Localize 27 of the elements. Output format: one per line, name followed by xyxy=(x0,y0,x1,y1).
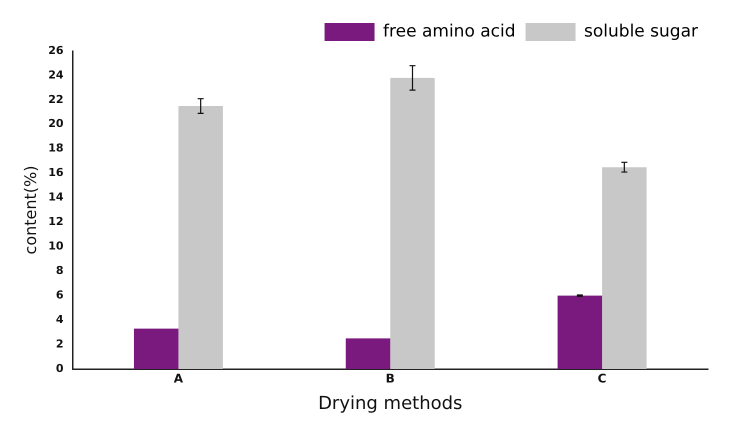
bar xyxy=(558,296,602,369)
y-tick-label: 8 xyxy=(56,264,64,278)
bar xyxy=(390,78,435,369)
x-tick-label: A xyxy=(174,371,184,386)
y-tick-label: 18 xyxy=(48,142,64,155)
y-axis-title: content(%) xyxy=(20,166,40,254)
legend-label: soluble sugar xyxy=(584,21,698,42)
y-tick-label: 16 xyxy=(48,166,64,180)
y-tick-label: 4 xyxy=(56,312,64,326)
y-tick-label: 24 xyxy=(48,68,64,82)
y-tick-label: 22 xyxy=(48,92,64,106)
x-tick-label: C xyxy=(598,371,607,386)
y-tick-label: 12 xyxy=(48,215,64,228)
y-tick-label: 20 xyxy=(48,117,64,130)
y-tick-label: 10 xyxy=(48,240,64,253)
x-axis-title: Drying methods xyxy=(318,392,462,414)
y-tick-label: 26 xyxy=(48,44,64,57)
x-tick-label: B xyxy=(386,371,395,386)
y-tick-label: 14 xyxy=(48,190,64,204)
bar xyxy=(134,328,178,369)
y-tick-label: 2 xyxy=(56,337,64,350)
bar xyxy=(178,106,223,369)
bar xyxy=(602,167,647,369)
legend-label: free amino acid xyxy=(383,21,516,42)
bar xyxy=(346,338,390,369)
y-tick-label: 6 xyxy=(56,288,64,302)
y-tick-label: 0 xyxy=(56,362,64,375)
